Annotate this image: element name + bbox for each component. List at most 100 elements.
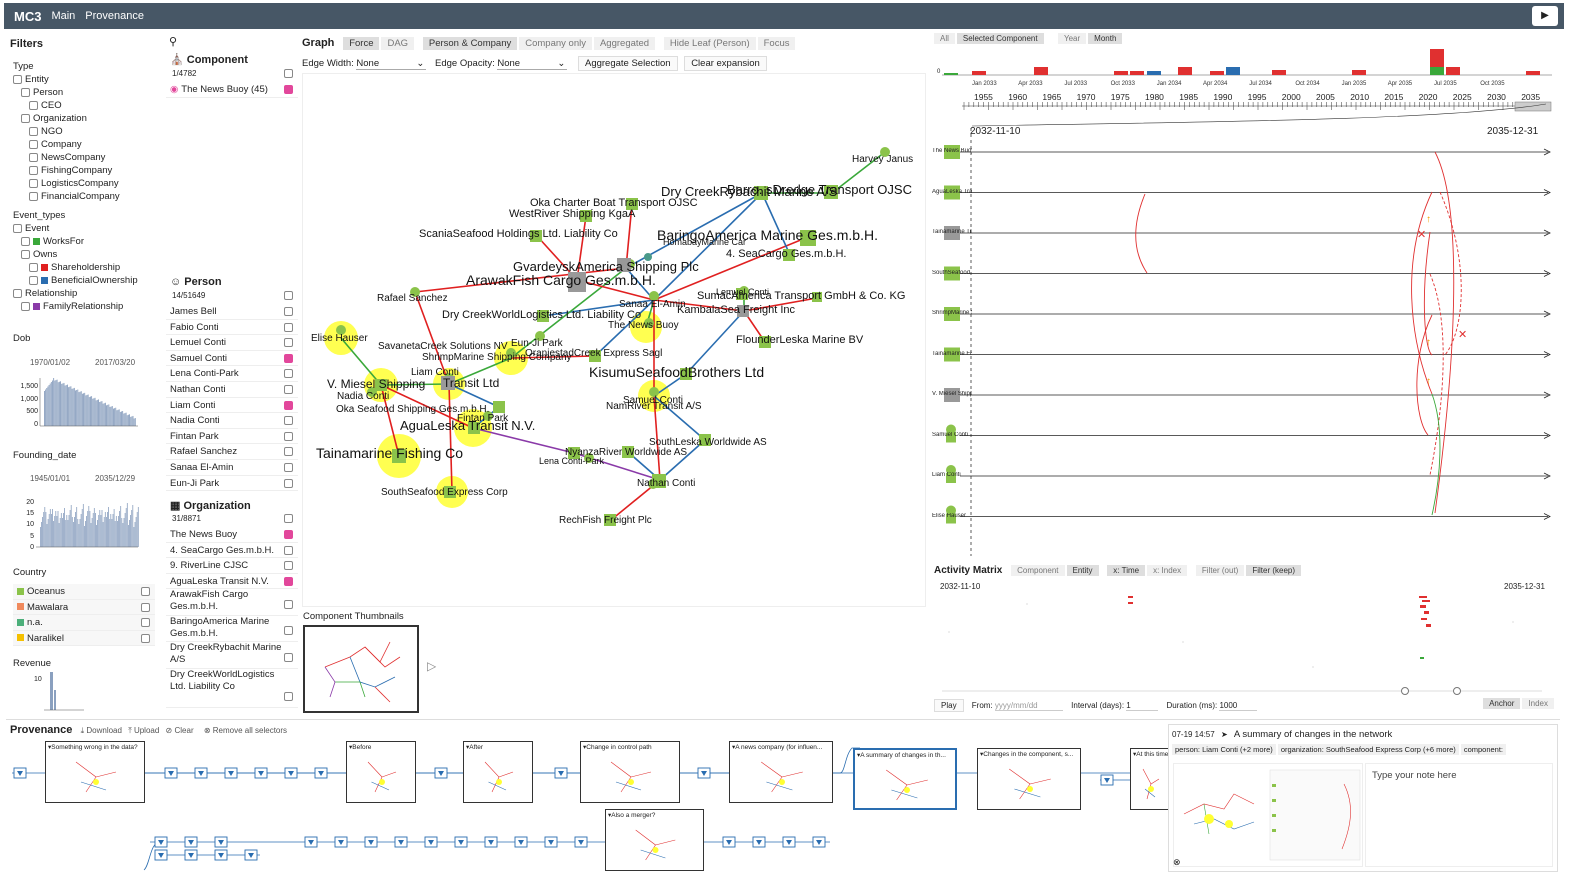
event-item[interactable]: BeneficialOwnership [8,274,158,287]
provenance-node[interactable] [224,767,238,779]
graph-node-label[interactable]: Tainamarine Fishing Co [316,444,464,461]
tab-filter-keep[interactable]: Filter (keep) [1246,565,1302,576]
tab-year[interactable]: Year [1058,33,1087,44]
type-item[interactable]: FishingCompany [8,164,158,177]
provenance-node[interactable] [544,836,558,848]
graph-node-label[interactable]: NamRiver Transit A/S [606,401,702,412]
provenance-node[interactable] [154,836,168,848]
chip-organization[interactable]: organization: SouthSeafood Express Corp … [1277,744,1459,755]
graph-node-label[interactable]: Rafael Sanchez [377,293,448,304]
event-item[interactable]: Shareholdership [8,261,158,274]
graph-node-label[interactable]: BaringoAmerica Marine Ges.m.b.H. [657,226,878,243]
event-checkbox[interactable] [21,301,30,311]
track-name[interactable]: Liam Conti [932,472,961,478]
graph-node-label[interactable]: Transit Ltd [443,375,500,390]
type-checkbox[interactable] [29,165,38,175]
country-item[interactable]: n.a. [13,615,155,631]
type-checkbox[interactable] [21,87,30,97]
type-item[interactable]: CEO [8,99,158,112]
organization-item-checkbox[interactable] [284,599,293,609]
provenance-node[interactable] [214,849,228,861]
interval-input[interactable]: 1 [1126,701,1159,711]
play-icon[interactable]: ▶ [1532,6,1558,26]
graph-node-label[interactable]: Harvey Janus [852,154,914,165]
graph-node-label[interactable]: SouthLeska Worldwide AS [649,437,767,448]
country-checkbox[interactable] [141,618,150,627]
close-icon[interactable]: ⊗ [1173,857,1181,867]
type-item[interactable]: NGO [8,125,158,138]
graph-node-label[interactable]: Fintan Park [457,413,509,424]
provenance-node[interactable] [244,849,258,861]
nav-provenance[interactable]: Provenance [85,10,145,22]
event-item[interactable]: Owns [8,248,158,261]
thumbnail-next-icon[interactable]: ▷ [427,659,437,673]
edge-opacity-select[interactable]: None ⌄ [497,58,568,70]
graph-node-label[interactable]: ShrimpMarine Shipping Company [422,352,572,363]
person-list-item[interactable]: Eun-Ji Park [166,476,298,492]
provenance-card[interactable]: ▾Before [346,741,416,803]
graph-node-label[interactable]: SumacAmerica Transport GmbH & Co. KG [697,290,906,303]
track-name[interactable]: Tainamarine Transit Ltd [932,229,972,235]
send-icon[interactable]: ➤ [1220,730,1228,739]
graph-node-label[interactable]: SavanetaCreek Solutions NV [378,341,508,352]
type-item[interactable]: Person [8,86,158,99]
organization-item-checkbox[interactable] [284,626,293,636]
provenance-node[interactable] [434,767,448,779]
track-name[interactable]: Samuel Conti [932,431,969,438]
provenance-card[interactable]: ▾At this time, news company li... [1130,748,1170,810]
person-list-item[interactable]: Samuel Conti [166,351,298,367]
provenance-node[interactable] [697,767,711,779]
activity-matrix-chart[interactable] [932,591,1558,695]
provenance-node[interactable] [184,849,198,861]
provenance-card[interactable]: ▾Change in control path [580,741,680,803]
timeline-overview-chart[interactable]: ✕ ✕ ↑ ↑ ↑ [932,32,1558,560]
graph-node-label[interactable]: Elise Hauser [311,333,368,344]
person-item-checkbox[interactable] [284,478,293,488]
organization-item-checkbox[interactable] [284,652,293,662]
graph-node-label[interactable]: Nathan Conti [637,478,696,489]
type-checkbox[interactable] [29,191,38,201]
edge-width-select[interactable]: None ⌄ [356,58,427,70]
graph-node-label[interactable]: AguaLeska Transit N.V. [400,418,536,434]
graph-node-label[interactable]: Lemuel Conti [716,286,770,297]
play-button[interactable]: Play [934,699,964,712]
person-item-checkbox[interactable] [284,307,293,316]
type-checkbox[interactable] [29,100,38,110]
provenance-node[interactable] [752,836,766,848]
organization-item-checkbox[interactable] [284,530,293,539]
organization-list-item[interactable]: ArawakFish Cargo Ges.m.b.H. [166,589,298,616]
provenance-node[interactable] [184,836,198,848]
graph-node-label[interactable]: KambalaSea Freight Inc [677,304,796,317]
type-item[interactable]: Entity [8,73,158,86]
graph-node-label[interactable]: 4. SeaCargo Ges.m.b.H. [726,248,847,261]
type-item[interactable]: Organization [8,112,158,125]
person-list-item[interactable]: Fintan Park [166,429,298,445]
organization-list-item[interactable]: AguaLeska Transit N.V. [166,574,298,590]
upload-button[interactable]: ⤒ Upload [128,726,160,735]
graph-node-label[interactable]: ScaniaSeafood Holdings Ltd. Liability Co [419,228,618,241]
provenance-node[interactable] [284,767,298,779]
person-item-checkbox[interactable] [284,400,293,410]
note-textarea[interactable]: Type your note here [1365,763,1553,867]
country-checkbox[interactable] [141,587,150,596]
component-thumbnail[interactable] [303,625,419,713]
nav-main[interactable]: Main [51,10,76,22]
country-item[interactable]: Naralikel [13,630,155,646]
tab-x-index[interactable]: x: Index [1147,565,1188,576]
graph-node-label[interactable]: FlounderLeska Marine BV [736,334,864,347]
graph-node-label[interactable]: HomabayMarine Car [663,236,747,247]
organization-item-checkbox[interactable] [284,561,293,571]
provenance-card[interactable]: ▾Something wrong in the data? [45,741,145,803]
tab-force[interactable]: Force [343,37,380,50]
type-checkbox[interactable] [29,139,38,149]
graph-node-label[interactable]: KisumuSeafoodBrothers Ltd [589,363,765,380]
person-item-checkbox[interactable] [284,416,293,426]
organization-select-all[interactable] [284,514,293,523]
tab-company-only[interactable]: Company only [519,37,592,50]
download-button[interactable]: ⤓ Download [80,726,122,735]
graph-node-label[interactable]: Barro. sDredge Transport OJSC [727,182,912,198]
provenance-node[interactable] [304,836,318,848]
track-name[interactable]: V. Miesel Shipping [932,391,972,397]
event-checkbox[interactable] [21,236,30,246]
revenue-histogram[interactable] [44,670,84,712]
